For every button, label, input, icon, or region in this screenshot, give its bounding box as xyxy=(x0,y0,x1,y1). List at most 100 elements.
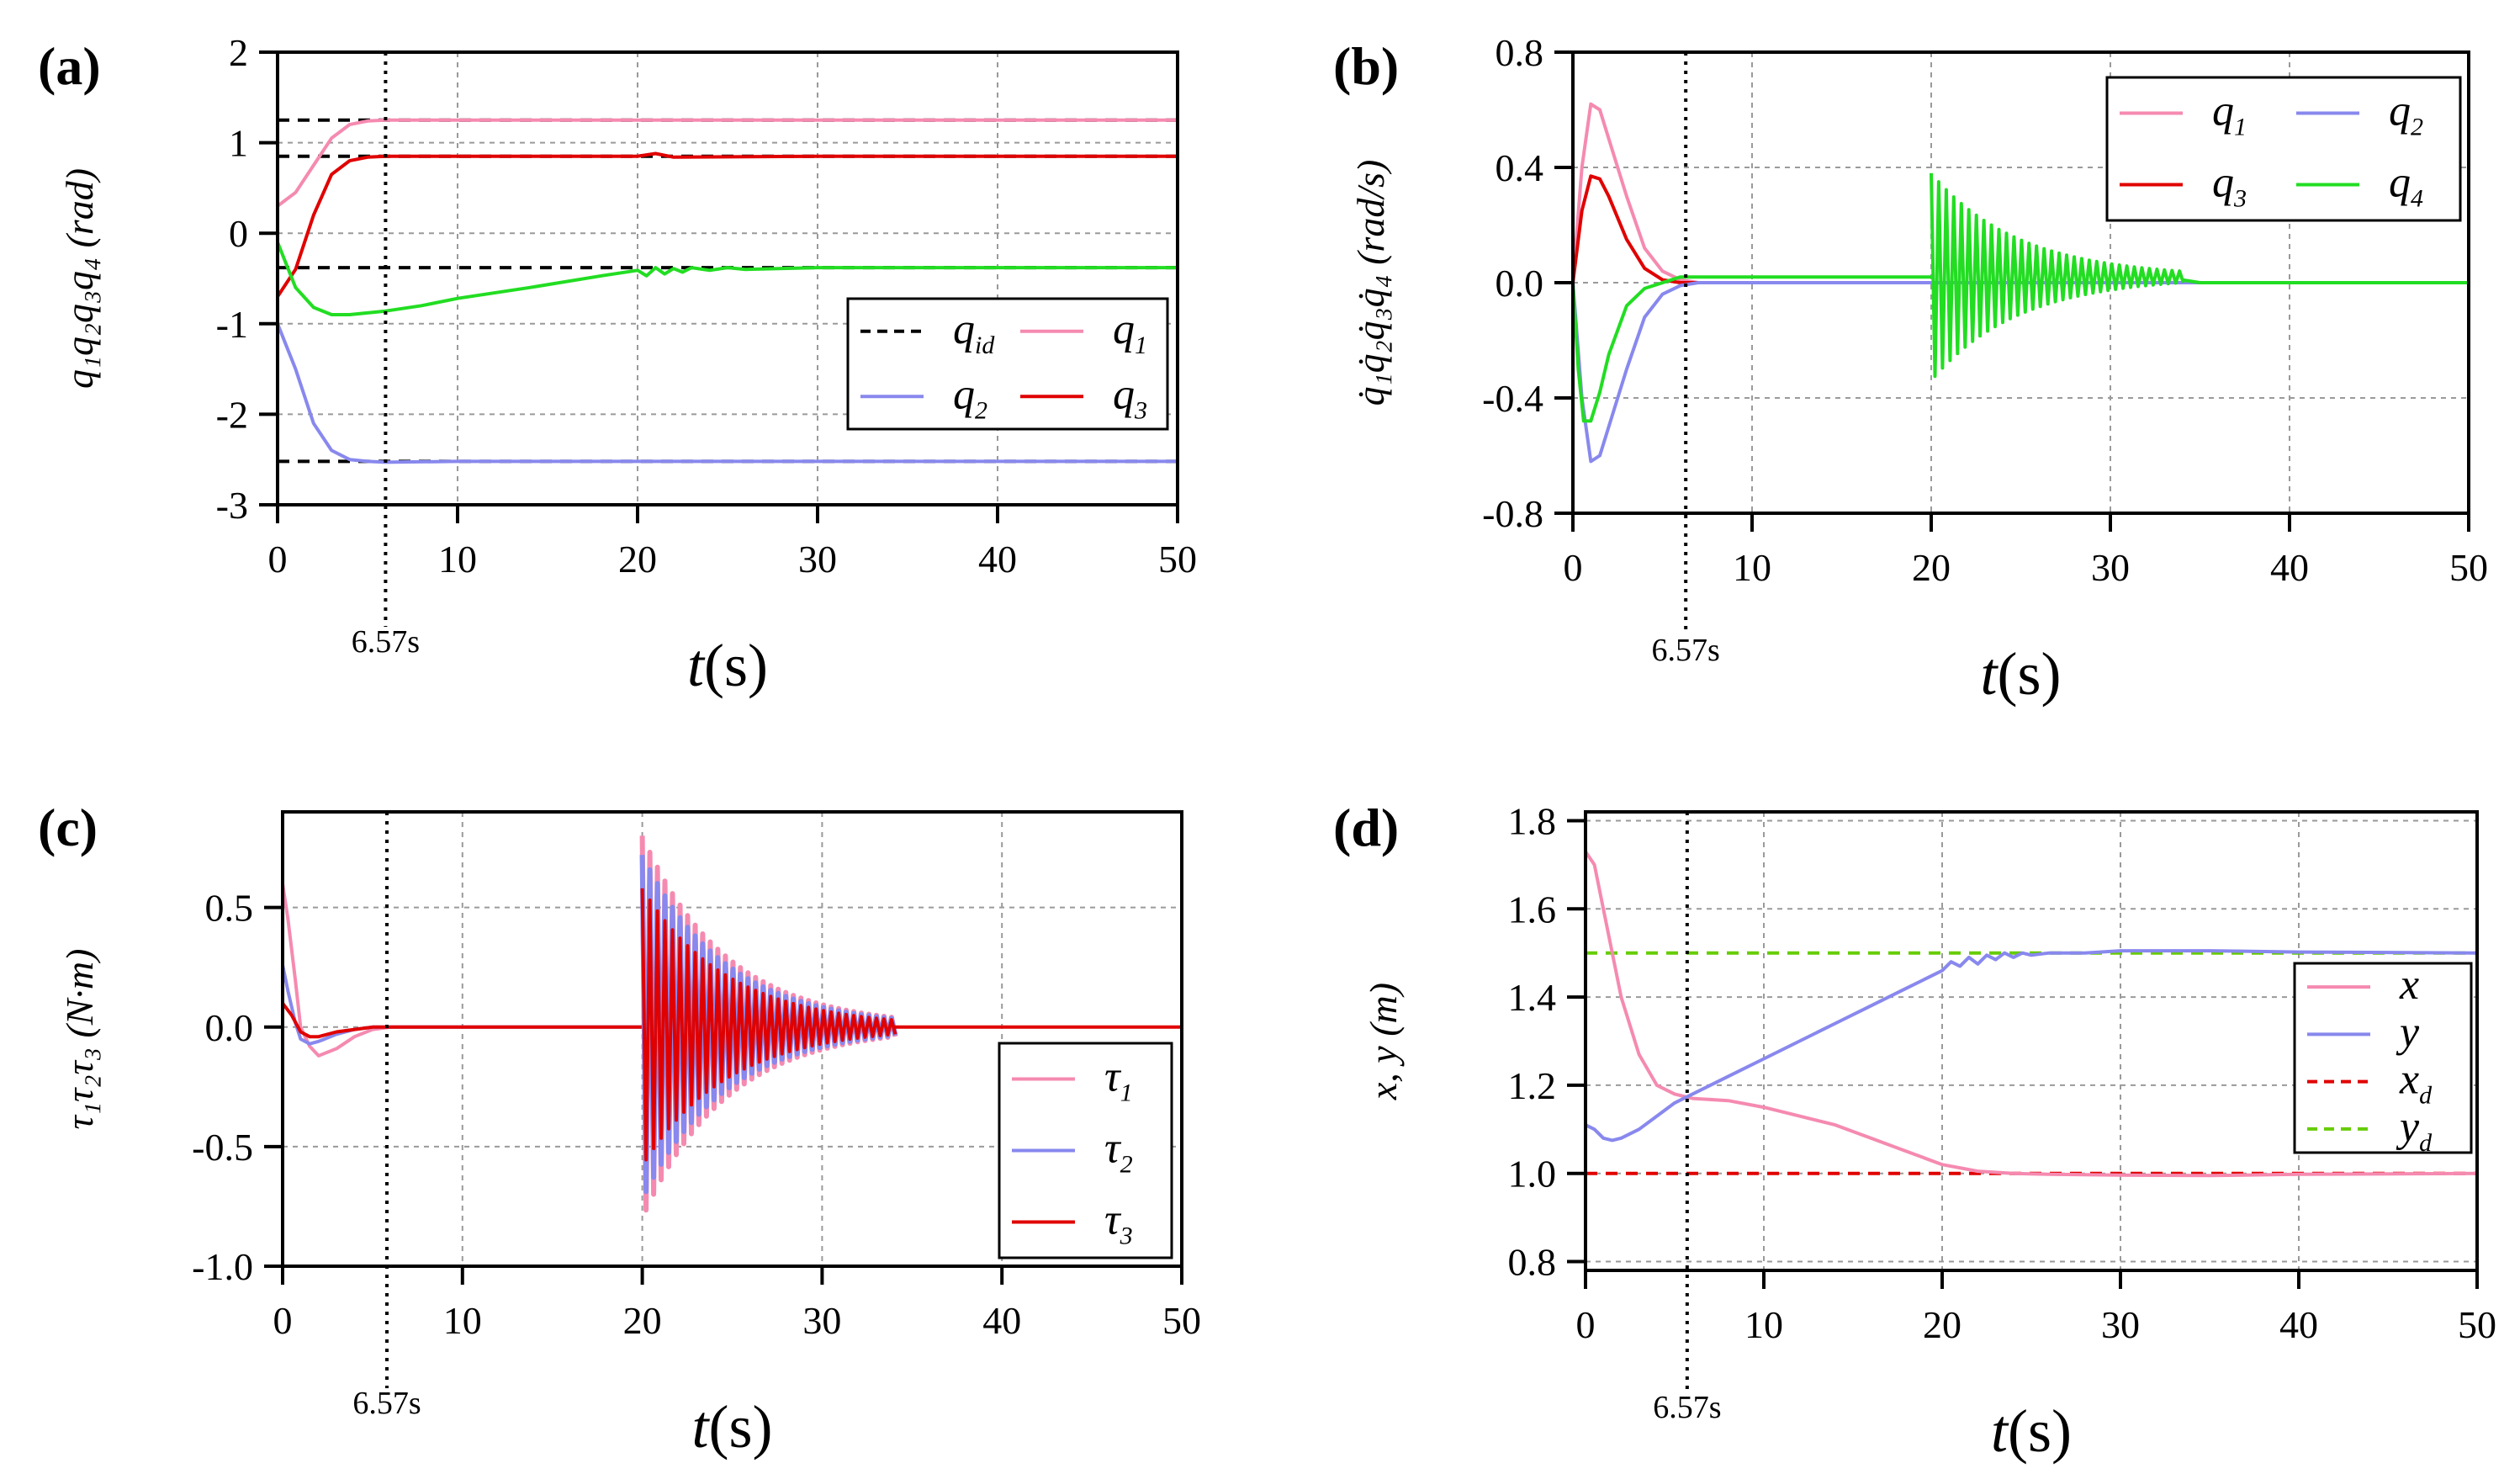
legend-entry: q1 xyxy=(2212,87,2247,141)
x-tick-label: 20 xyxy=(1923,1303,1961,1346)
panel-label: (b) xyxy=(1333,36,1399,96)
x-tick-label: 50 xyxy=(2449,546,2488,589)
x-tick-label: 20 xyxy=(618,538,657,581)
x-axis-label: t(s) xyxy=(692,1393,773,1461)
series-line-3 xyxy=(1586,949,2477,1143)
y-axis-label: q₁q₂q₃q₄ (rad) xyxy=(58,168,101,389)
series-line-4 xyxy=(278,118,1178,208)
x-tick-label: 10 xyxy=(1733,546,1771,589)
legend: τ1 τ2 τ3 xyxy=(998,1042,1173,1259)
y-tick-label: -2 xyxy=(216,393,248,436)
y-tick-label: 0.0 xyxy=(1496,262,1544,305)
y-tick-label: 2 xyxy=(229,31,248,74)
y-tick-label: 0.5 xyxy=(205,887,254,930)
y-tick-label: 1.6 xyxy=(1508,888,1557,931)
series-line-4 xyxy=(1930,172,2185,379)
legend: qid q1 q2 q3 xyxy=(846,297,1169,431)
x-tick-label: 40 xyxy=(2279,1303,2318,1346)
x-tick-label: 20 xyxy=(1912,546,1951,589)
x-tick-label: 0 xyxy=(273,1299,293,1342)
chart-panel-a: 6.57s 0 10 20 30 40 50 -3 -2 -1 0 1 2 (a) q₁q₂q₃q₄ (ra… xyxy=(38,31,1197,699)
series-line-2 xyxy=(1573,281,2469,464)
legend-entry: qid xyxy=(953,305,995,359)
series-line-2 xyxy=(283,1002,643,1039)
legend: q1 q2 q3 q4 xyxy=(2105,76,2462,222)
legend-entry: τ2 xyxy=(1104,1125,1133,1179)
x-tick-label: 30 xyxy=(2101,1303,2140,1346)
x-tick-label: 0 xyxy=(1564,546,1583,589)
y-tick-label: -1.0 xyxy=(192,1245,253,1288)
panel-label: (d) xyxy=(1333,798,1399,857)
legend-entry: τ1 xyxy=(1104,1053,1133,1107)
legend-entry: x xyxy=(2399,961,2419,1009)
y-tick-label: 1.4 xyxy=(1508,976,1557,1019)
y-tick-label: -0.4 xyxy=(1482,377,1543,420)
chart-panel-c: 6.57s 0 10 20 30 40 50 -1.0 -0.5 0.0 0.5 (c) τ₁τ₂τ₃ … xyxy=(38,798,1201,1461)
series-line-5 xyxy=(640,888,897,1162)
x-tick-label: 10 xyxy=(1744,1303,1783,1346)
y-tick-label: 0 xyxy=(229,212,248,255)
x-tick-label: 40 xyxy=(978,538,1017,581)
x-tick-label: 30 xyxy=(2091,546,2130,589)
chart-panel-b: 6.57s 0 10 20 30 40 50 -0.8 -0.4 0.0 0.4 0.8 (b) q̇₁q… xyxy=(1333,31,2488,708)
legend-entry: xd xyxy=(2399,1056,2433,1110)
plot-frame xyxy=(276,50,1179,506)
series-line-5 xyxy=(278,151,1178,298)
plot-frame xyxy=(281,810,1183,1268)
x-axis-label: t(s) xyxy=(687,632,768,699)
y-tick-label: 0.8 xyxy=(1496,31,1544,74)
legend-box xyxy=(2293,962,2473,1154)
y-tick-label: -0.5 xyxy=(192,1126,253,1169)
legend-entry: q3 xyxy=(2212,159,2247,213)
x-tick-label: 20 xyxy=(623,1299,662,1342)
y-tick-label: 1.2 xyxy=(1508,1064,1557,1107)
legend-entry: q3 xyxy=(1113,370,1147,424)
x-tick-label: 10 xyxy=(443,1299,482,1342)
plot-frame xyxy=(1584,810,2479,1272)
legend-entry: τ3 xyxy=(1104,1196,1133,1250)
time-marker-label: 6.57s xyxy=(1652,633,1720,668)
x-axis-label: t(s) xyxy=(1991,1397,2072,1465)
panel-label: (c) xyxy=(38,798,98,857)
x-tick-label: 0 xyxy=(1576,1303,1596,1346)
chart-panel-d: 6.57s 0 10 20 30 40 50 0.8 1.0 1.2 1.4 1.6 1.8 (d) x, … xyxy=(1333,798,2496,1465)
y-axis-label: x, y (m) xyxy=(1362,983,1405,1100)
legend-entry: q1 xyxy=(1113,305,1147,359)
time-marker-label: 6.57s xyxy=(352,1386,421,1421)
y-axis-label: τ₁τ₂τ₃ (N·m) xyxy=(58,949,101,1130)
legend-entry: y xyxy=(2396,1008,2420,1056)
y-axis-label: q̇₁q̇₂q̇₃q̇₄ (rad/s) xyxy=(1349,160,1392,406)
x-tick-label: 50 xyxy=(2458,1303,2496,1346)
series-line-2 xyxy=(1586,851,2477,1178)
x-tick-label: 50 xyxy=(1158,538,1197,581)
y-tick-label: 0.0 xyxy=(205,1006,254,1049)
y-tick-label: -1 xyxy=(216,303,248,346)
x-tick-label: 0 xyxy=(268,538,288,581)
series-line-7 xyxy=(278,241,1178,316)
y-tick-label: -0.8 xyxy=(1482,492,1543,535)
panel-label: (a) xyxy=(38,36,101,96)
y-tick-label: 0.8 xyxy=(1508,1241,1557,1284)
legend-box xyxy=(2105,76,2462,222)
legend-entry: yd xyxy=(2396,1103,2433,1157)
legend-entry: q4 xyxy=(2389,159,2423,213)
legend-box xyxy=(846,297,1169,431)
x-axis-label: t(s) xyxy=(1981,640,2062,708)
time-marker-label: 6.57s xyxy=(352,624,420,660)
y-tick-label: -3 xyxy=(216,484,248,527)
time-marker-label: 6.57s xyxy=(1653,1390,1721,1425)
legend-entry: q2 xyxy=(953,370,987,424)
x-tick-label: 10 xyxy=(438,538,477,581)
x-tick-label: 40 xyxy=(982,1299,1021,1342)
series-line-6 xyxy=(278,323,1178,464)
legend-entry: q2 xyxy=(2389,87,2423,141)
y-tick-label: 1 xyxy=(229,122,248,165)
series-line-3 xyxy=(1573,275,1931,423)
series-line-0 xyxy=(283,883,643,1058)
y-tick-label: 0.4 xyxy=(1496,146,1544,189)
y-tick-label: 1.0 xyxy=(1508,1153,1557,1196)
x-tick-label: 50 xyxy=(1162,1299,1201,1342)
x-tick-label: 30 xyxy=(798,538,837,581)
x-tick-label: 30 xyxy=(802,1299,841,1342)
